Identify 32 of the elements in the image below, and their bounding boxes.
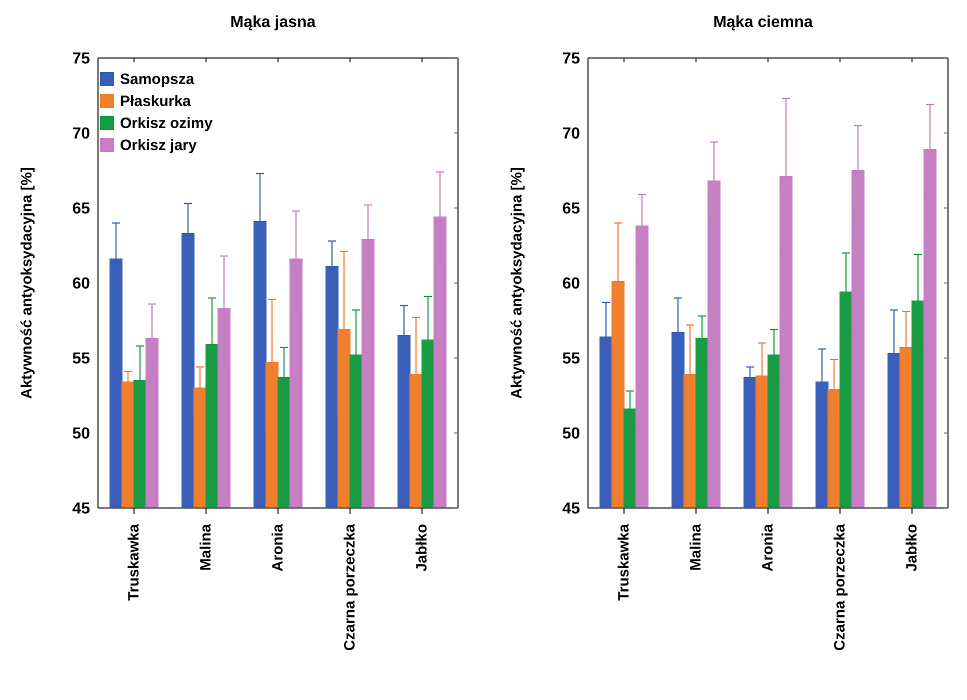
x-tick-label: Truskawka — [616, 523, 632, 601]
x-tick-label: Jabłko — [414, 524, 430, 572]
y-tick-label: 60 — [72, 276, 90, 293]
y-tick-label: 55 — [72, 350, 90, 368]
chart-title: Mąka ciemna — [712, 14, 814, 32]
y-tick-label: 65 — [562, 200, 580, 218]
legend-label: Orkisz jary — [120, 136, 197, 154]
y-tick-label: 50 — [72, 426, 90, 443]
y-tick-label: 60 — [562, 276, 580, 293]
x-tick-label: Malina — [198, 523, 214, 571]
x-tick-label: Malina — [688, 523, 704, 571]
y-tick-label: 50 — [562, 426, 580, 443]
x-tick-label: Aronia — [760, 523, 776, 572]
x-tick-label: Truskawka — [126, 523, 142, 601]
chart-title: Mąka jasna — [229, 14, 317, 32]
y-tick-label: 75 — [562, 50, 580, 68]
y-axis-title: Aktywność antyoksydacyjna [%] — [508, 167, 526, 399]
x-tick-label: Aronia — [270, 523, 286, 572]
y-tick-label: 70 — [562, 126, 580, 143]
legend-label: Samopsza — [120, 70, 194, 88]
y-tick-label: 45 — [562, 500, 580, 518]
y-tick-label: 70 — [72, 126, 90, 143]
y-tick-label: 65 — [72, 200, 90, 218]
y-tick-label: 45 — [72, 500, 90, 518]
x-tick-label: Jabłko — [904, 524, 920, 572]
y-axis-title: Aktywność antyoksydacyjna [%] — [18, 167, 36, 399]
legend-label: Płaskurka — [120, 92, 191, 110]
x-tick-label: Czarna porzeczka — [832, 523, 848, 651]
legend-label: Orkisz ozimy — [120, 114, 213, 132]
y-tick-label: 55 — [562, 350, 580, 368]
y-tick-label: 75 — [72, 50, 90, 68]
x-tick-label: Czarna porzeczka — [342, 523, 358, 651]
